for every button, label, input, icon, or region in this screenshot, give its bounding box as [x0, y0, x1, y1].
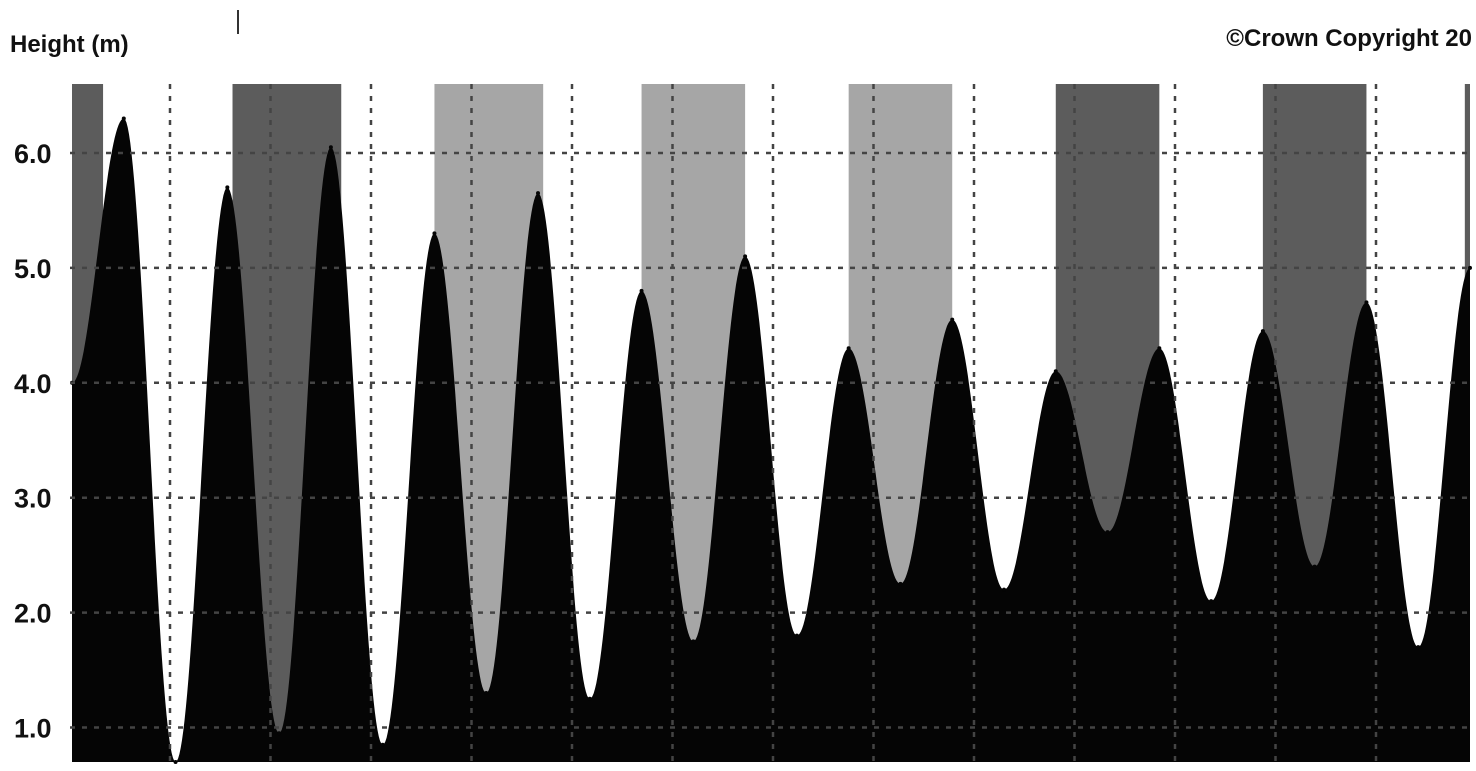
tide-point	[380, 742, 385, 747]
tide-point	[1002, 587, 1006, 592]
tide-point	[121, 116, 126, 121]
tide-point	[1053, 369, 1058, 374]
tide-point	[432, 231, 437, 236]
y-tick-label: 3.0	[14, 484, 52, 514]
y-tick-label: 4.0	[14, 369, 52, 399]
tide-point	[1209, 599, 1214, 604]
y-axis-label: Height (m)	[10, 31, 129, 58]
tide-point	[743, 254, 748, 259]
tide-point	[639, 288, 644, 293]
tide-point	[277, 731, 282, 736]
copyright-notice: ©Crown Copyright 20	[1226, 25, 1472, 52]
y-tick-label: 1.0	[14, 714, 52, 744]
tide-point	[898, 581, 903, 586]
tide-height-area	[72, 118, 1470, 762]
tide-point	[846, 346, 851, 351]
tide-point	[1416, 645, 1421, 650]
tide-point	[173, 760, 178, 764]
tide-point	[536, 191, 540, 196]
tide-point	[691, 639, 696, 644]
tide-point	[587, 696, 592, 701]
tide-point	[484, 691, 489, 696]
tide-point	[1157, 346, 1162, 351]
y-tick-label: 5.0	[14, 254, 52, 284]
tide-point	[794, 633, 799, 638]
tide-point	[225, 185, 230, 190]
tide-point	[950, 317, 955, 322]
y-axis-ticks: 1.0 2.0 3.0 4.0 5.0 6.0	[14, 139, 52, 744]
tide-point	[1364, 300, 1369, 305]
tide-point	[1468, 265, 1472, 270]
gridlines	[70, 84, 1474, 762]
tide-point	[1260, 329, 1265, 334]
tide-point	[1312, 564, 1317, 569]
tide-point	[328, 145, 333, 150]
y-tick-label: 6.0	[14, 139, 52, 169]
y-tick-label: 2.0	[14, 599, 52, 629]
tide-point	[1105, 530, 1110, 535]
